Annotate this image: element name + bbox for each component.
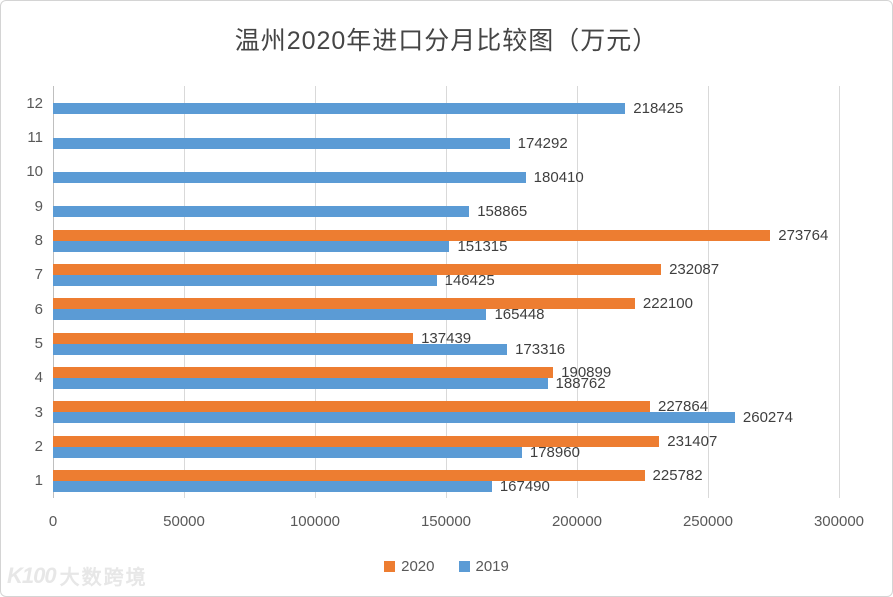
category-label-month-9: 9: [34, 197, 43, 215]
bar-2020-month-2: [53, 435, 660, 447]
legend-swatch-2020: [384, 561, 396, 572]
bar-2019-month-2: [53, 446, 522, 458]
bar-2020-month-1: [53, 469, 645, 481]
category-label-month-4: 4: [34, 369, 43, 387]
watermark: K100 大数跨境: [7, 561, 148, 590]
bar-2020-month-5: [53, 332, 414, 344]
data-label-2019-month-1: 167490: [499, 477, 550, 495]
category-label-month-3: 3: [34, 403, 43, 421]
data-label-2019-month-6: 165448: [494, 306, 545, 324]
x-axis-tick-labels: 0 50000 100000 150000 200000 250000 300000: [1, 513, 892, 533]
watermark-text: 大数跨境: [59, 567, 148, 589]
data-label-2020-month-1: 225782: [652, 466, 703, 484]
bar-2019-month-3: [53, 412, 735, 424]
data-label-2019-month-10: 180410: [533, 168, 584, 186]
x-tick-label-50000: 50000: [163, 513, 205, 530]
category-label-month-12: 12: [26, 94, 43, 112]
bar-2019-month-10: [53, 171, 526, 183]
bar-2019-month-5: [53, 343, 508, 355]
bar-2019-month-11: [53, 137, 510, 149]
plot-area: 225782 167490 231407 178960 227864 260274 1908…: [53, 86, 840, 498]
x-tick-label-150000: 150000: [420, 513, 472, 530]
category-label-month-6: 6: [34, 300, 43, 318]
data-label-2019-month-5: 173316: [515, 340, 566, 358]
category-label-month-2: 2: [34, 438, 43, 455]
x-tick-label-0: 0: [48, 513, 58, 530]
data-label-2019-month-3: 260274: [742, 409, 793, 427]
data-label-2019-month-2: 178960: [529, 443, 580, 461]
data-label-2019-month-12: 218425: [633, 100, 684, 118]
bar-2019-month-12: [53, 103, 626, 115]
category-label-month-7: 7: [34, 266, 43, 284]
category-label-month-10: 10: [26, 163, 43, 181]
bar-2020-month-3: [53, 401, 650, 413]
gridline-200000: [577, 86, 578, 498]
gridline-100000: [315, 86, 316, 498]
bar-2019-month-4: [53, 377, 548, 389]
bar-2019-month-1: [53, 480, 492, 492]
category-label-month-8: 8: [34, 232, 43, 249]
gridline-300000: [839, 86, 840, 498]
data-label-2019-month-4: 188762: [555, 374, 606, 392]
data-label-2020-month-2: 231407: [667, 432, 718, 450]
gridline-150000: [446, 86, 447, 498]
data-label-2020-month-4: 190899: [561, 363, 612, 381]
category-label-month-5: 5: [34, 335, 43, 352]
data-label-2019-month-8: 151315: [457, 237, 508, 255]
bar-2019-month-9: [53, 206, 470, 218]
category-label-month-11: 11: [27, 129, 43, 146]
bar-2019-month-6: [53, 309, 487, 321]
data-label-2020-month-6: 222100: [642, 295, 693, 313]
data-label-2020-month-5: 137439: [421, 329, 472, 347]
legend-label-2020: 2020: [401, 558, 435, 575]
x-tick-label-100000: 100000: [289, 513, 341, 530]
y-axis-line: [53, 86, 54, 498]
legend: 2020 2019: [1, 558, 892, 575]
bar-2020-month-7: [53, 263, 662, 275]
bar-2020-month-6: [53, 298, 635, 310]
chart-title: 温州2020年进口分月比较图（万元）: [234, 27, 659, 55]
legend-swatch-2019: [458, 561, 470, 572]
data-label-2019-month-9: 158865: [477, 203, 528, 221]
data-label-2020-month-8: 273764: [778, 226, 829, 244]
legend-label-2019: 2019: [475, 558, 509, 575]
bar-2020-month-4: [53, 366, 554, 378]
bar-2020-month-8: [53, 229, 771, 241]
bar-2019-month-8: [53, 240, 450, 252]
category-label-month-1: 1: [34, 472, 43, 490]
x-tick-label-200000: 200000: [551, 513, 603, 530]
gridline-250000: [708, 86, 709, 498]
legend-item-2020: 2020: [384, 558, 435, 575]
bar-2019-month-7: [53, 274, 437, 286]
legend-item-2019: 2019: [458, 558, 509, 575]
data-label-2020-month-3: 227864: [658, 398, 709, 416]
data-label-2019-month-11: 174292: [517, 134, 568, 152]
x-tick-label-300000: 300000: [813, 513, 865, 530]
data-label-2020-month-7: 232087: [669, 260, 720, 278]
data-label-2019-month-7: 146425: [444, 271, 495, 289]
x-tick-label-250000: 250000: [682, 513, 734, 530]
dashu-kuajing-logo-icon: K100: [7, 562, 57, 588]
gridline-50000: [184, 86, 185, 498]
